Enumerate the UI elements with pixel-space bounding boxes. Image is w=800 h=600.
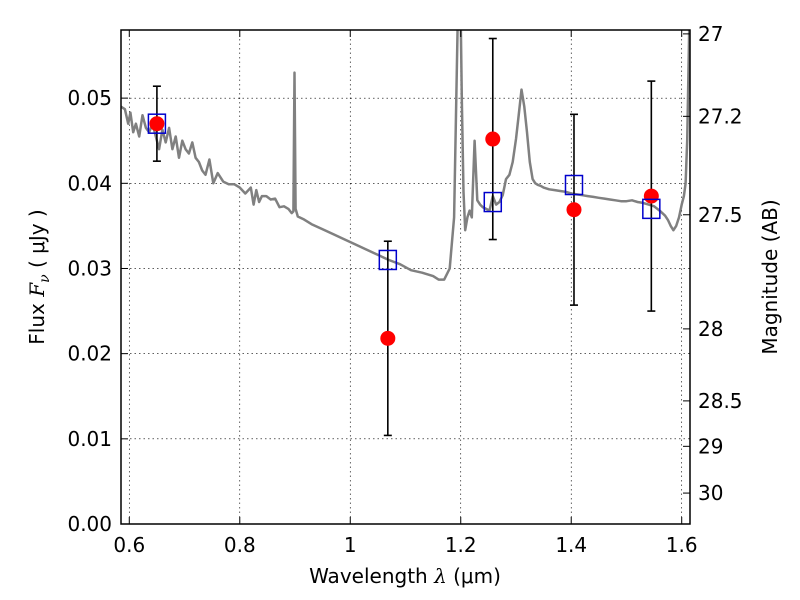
synthetic-points-group <box>147 113 661 271</box>
magnitude-tick-label: 27 <box>698 22 723 46</box>
grid-lines <box>121 30 690 524</box>
x-axis-ticks: 0.6 0.8 1 1.2 1.4 1.6 <box>113 30 698 557</box>
model-spectrum-line <box>121 30 690 281</box>
magnitude-tick-label: 27.2 <box>698 104 743 128</box>
x-tick-label: 1.6 <box>666 533 698 557</box>
y-tick-label: 0.02 <box>67 342 112 366</box>
y-axis-ticks: 0.00 0.01 0.02 0.03 0.04 0.05 <box>67 86 128 536</box>
magnitude-tick-label: 28.5 <box>698 389 743 413</box>
magnitude-tick-label: 30 <box>698 481 723 505</box>
observed-points-group <box>149 116 659 346</box>
synthetic-point <box>147 113 167 134</box>
magnitude-tick-label: 29 <box>698 434 723 458</box>
x-tick-label: 1.2 <box>445 533 477 557</box>
model-spectrum-group <box>121 30 690 281</box>
x-axis-title: Wavelength λ (μm) <box>309 564 501 588</box>
x-tick-label: 0.8 <box>224 533 256 557</box>
observed-point <box>380 330 396 346</box>
right-axis-title: Magnitude (AB) <box>758 199 782 354</box>
x-tick-label: 1 <box>344 533 357 557</box>
y-tick-label: 0.00 <box>67 512 112 536</box>
synthetic-point <box>483 191 503 213</box>
synthetic-point <box>378 249 398 271</box>
observed-point <box>149 116 165 132</box>
x-tick-label: 1.4 <box>555 533 587 557</box>
observed-point <box>485 131 501 147</box>
magnitude-tick-label: 28 <box>698 317 723 341</box>
observed-point <box>566 202 582 218</box>
observed-point <box>643 188 659 204</box>
x-tick-label: 0.6 <box>113 533 145 557</box>
plot-frame <box>120 29 691 525</box>
magnitude-tick-label: 27.5 <box>698 203 743 227</box>
y-tick-label: 0.04 <box>67 171 112 195</box>
magnitude-axis-ticks: 27 27.2 27.5 28 28.5 29 30 <box>683 22 743 505</box>
error-bars-group <box>152 37 656 437</box>
y-tick-label: 0.05 <box>67 86 112 110</box>
synthetic-point <box>642 198 661 220</box>
y-tick-label: 0.01 <box>67 427 112 451</box>
synthetic-point <box>564 174 584 196</box>
y-tick-label: 0.03 <box>67 256 112 280</box>
y-axis-title: Flux Fν ( μJy ) <box>25 209 53 344</box>
